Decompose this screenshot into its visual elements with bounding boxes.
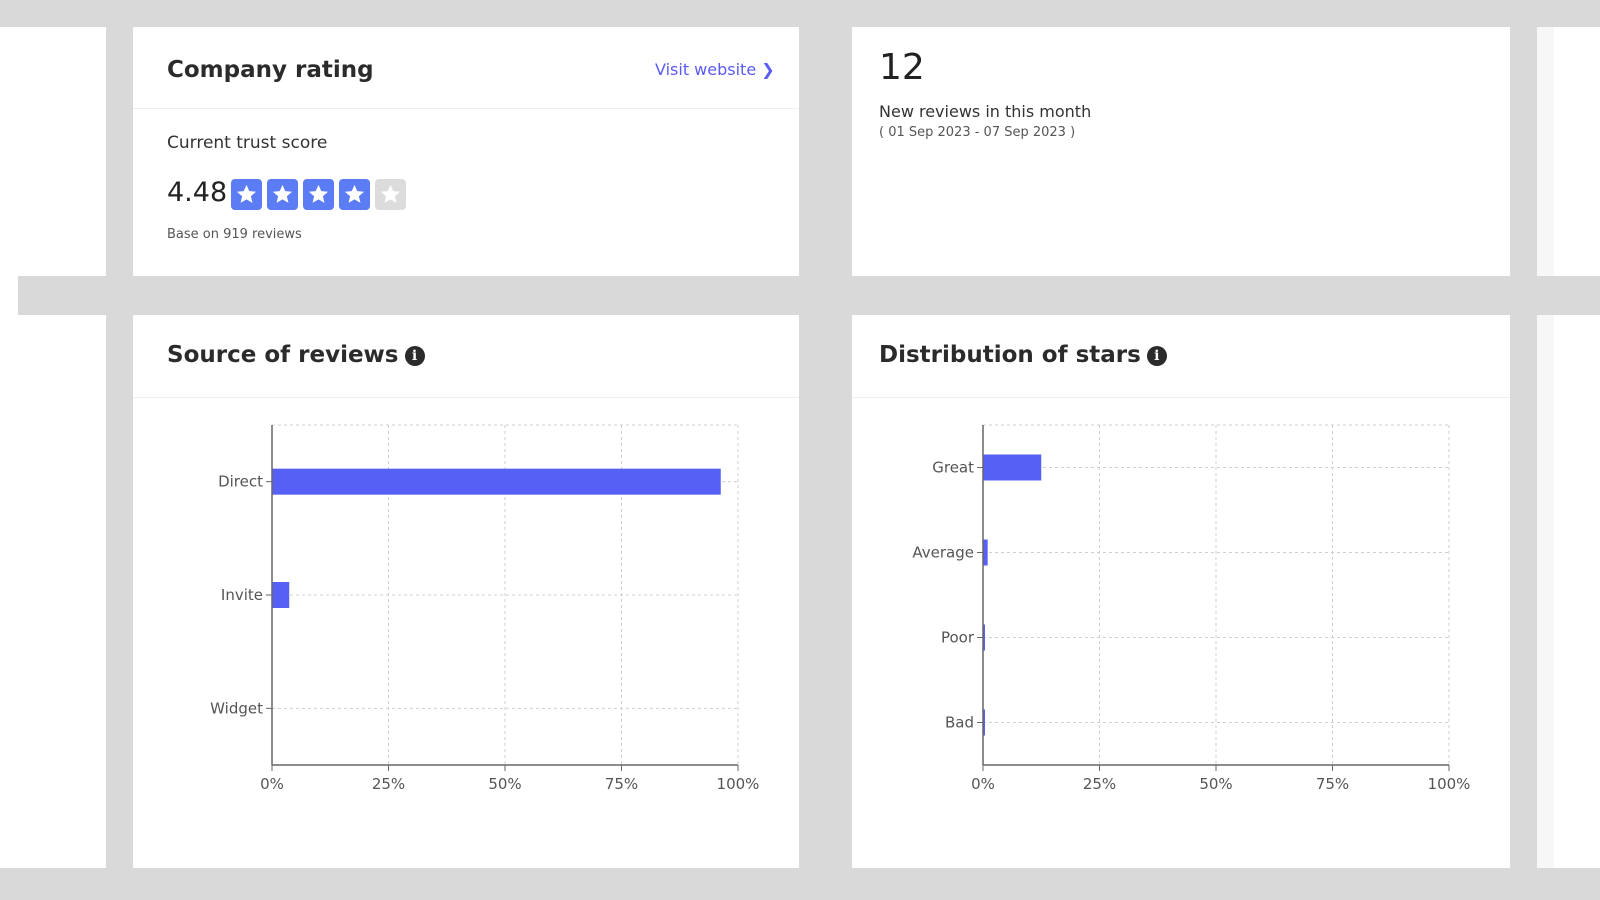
y-tick-label: Invite [221, 586, 263, 604]
x-tick-label: 0% [260, 775, 284, 793]
y-tick-label: Bad [945, 714, 974, 732]
new-reviews-date-range: ( 01 Sep 2023 - 07 Sep 2023 ) [879, 125, 1076, 140]
y-tick-label: Great [932, 459, 974, 477]
star-icon [231, 179, 262, 210]
left-gutter [106, 0, 133, 868]
card-header-divider [133, 397, 799, 398]
x-tick-label: 50% [488, 775, 521, 793]
y-tick-label: Widget [210, 699, 263, 717]
chevron-right-icon: ❯ [761, 60, 775, 79]
y-tick-label: Poor [941, 629, 975, 647]
x-tick-label: 50% [1199, 775, 1232, 793]
x-tick-label: 75% [605, 775, 638, 793]
bar [983, 709, 985, 736]
star-rating [231, 179, 406, 210]
visit-website-label: Visit website [655, 60, 757, 79]
x-tick-label: 100% [1428, 775, 1471, 793]
info-circle-icon[interactable]: i [404, 345, 425, 366]
card-title: Distribution of stars i [879, 342, 1167, 368]
base-reviews-text: Base on 919 reviews [167, 227, 302, 242]
source-of-reviews-chart: 0% 25% 50% 75% 100% Direct Invite Widget [210, 424, 760, 793]
bar [983, 539, 988, 566]
trust-score-label: Current trust score [167, 133, 328, 153]
star-icon [267, 179, 298, 210]
right-edge-panel [1537, 27, 1554, 276]
trust-score-value: 4.48 [167, 177, 228, 208]
company-rating-card: Company rating Visit website ❯ Current t… [133, 27, 799, 276]
y-tick-label: Average [912, 544, 974, 562]
right-edge-panel-lower [1537, 315, 1554, 868]
x-tick-label: 0% [971, 775, 995, 793]
x-tick-label: 25% [372, 775, 405, 793]
x-tick-label: 100% [717, 775, 760, 793]
new-reviews-label: New reviews in this month [879, 102, 1092, 121]
y-tick-label: Direct [218, 473, 263, 491]
card-header-divider [852, 397, 1510, 398]
distribution-title-text: Distribution of stars [879, 342, 1141, 368]
star-icon [339, 179, 370, 210]
bar [272, 468, 721, 495]
right-gutter [1510, 0, 1537, 900]
card-title: Source of reviews i [167, 342, 425, 368]
x-tick-label: 25% [1083, 775, 1116, 793]
visit-website-link[interactable]: Visit website ❯ [655, 60, 775, 79]
distribution-of-stars-chart: 0% 25% 50% 75% 100% Great Average Poor Bad [912, 424, 1471, 793]
x-tick-label: 75% [1316, 775, 1349, 793]
card-title: Company rating [167, 57, 374, 83]
bar [983, 454, 1042, 481]
center-gutter [799, 0, 852, 900]
new-reviews-count: 12 [879, 47, 925, 88]
bar [272, 582, 290, 608]
star-icon [303, 179, 334, 210]
source-title-text: Source of reviews [167, 342, 399, 368]
distribution-of-stars-card: Distribution of stars i 0% 25% 50% 75% 100% Gr… [852, 315, 1510, 868]
info-circle-icon[interactable]: i [1146, 345, 1167, 366]
bar [983, 624, 985, 651]
star-icon [375, 179, 406, 210]
new-reviews-card: 12 New reviews in this month ( 01 Sep 20… [852, 27, 1510, 276]
source-of-reviews-card: Source of reviews i 0% 25% 50% 75% 100% Direct… [133, 315, 799, 868]
card-header-divider [133, 108, 799, 109]
